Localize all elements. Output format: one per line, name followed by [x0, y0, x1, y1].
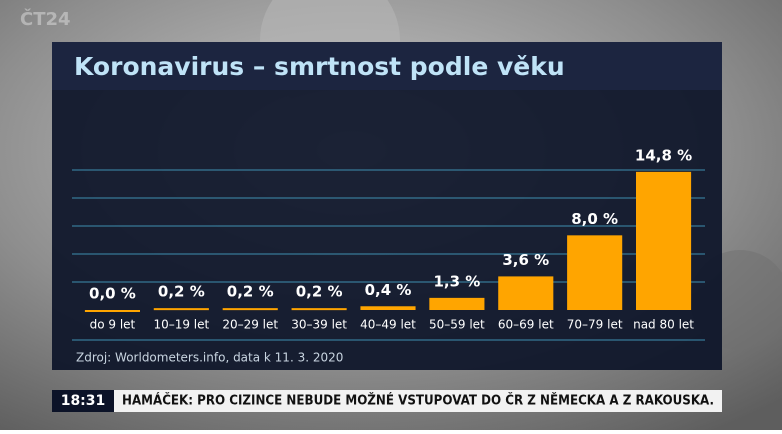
x-tick-label: 20–29 let — [222, 318, 278, 332]
bar — [291, 308, 347, 311]
x-tick-label: 40–49 let — [360, 318, 416, 332]
ticker-time-box — [52, 390, 114, 412]
value-label: 14,8 % — [635, 146, 692, 164]
value-label: 1,3 % — [433, 272, 480, 290]
ticker-time: 18:31 — [61, 393, 106, 409]
bar — [429, 297, 485, 310]
value-label: 0,0 % — [89, 285, 136, 303]
value-label: 0,4 % — [365, 281, 412, 299]
x-tick-label: 70–79 let — [567, 318, 623, 332]
value-label: 0,2 % — [296, 283, 343, 301]
title-bar — [52, 42, 722, 90]
bar — [636, 171, 692, 310]
x-tick-label: 30–39 let — [291, 318, 347, 332]
value-label: 0,2 % — [227, 283, 274, 301]
bar — [360, 306, 416, 310]
chart-title: Koronavirus – smrtnost podle věku — [74, 52, 565, 81]
bar — [222, 308, 278, 311]
ticker-bar — [114, 390, 722, 412]
x-tick-label: 10–19 let — [153, 318, 209, 332]
x-tick-label: 60–69 let — [498, 318, 554, 332]
logo: ČT24 — [20, 8, 71, 30]
x-tick-label: nad 80 let — [633, 318, 694, 332]
value-label: 0,2 % — [158, 283, 205, 301]
bar — [498, 276, 554, 310]
value-label: 8,0 % — [571, 210, 618, 228]
source: Zdroj: Worldometers.info, data k 11. 3. … — [76, 351, 343, 365]
bar — [84, 310, 140, 312]
ticker-headline: HAMÁČEK: PRO CIZINCE NEBUDE MOŽNÉ VSTUPO… — [122, 393, 714, 409]
bar — [567, 235, 623, 310]
x-tick-label: do 9 let — [90, 318, 136, 332]
x-tick-label: 50–59 let — [429, 318, 485, 332]
bar — [153, 308, 209, 311]
value-label: 3,6 % — [502, 251, 549, 269]
panel — [52, 42, 722, 370]
